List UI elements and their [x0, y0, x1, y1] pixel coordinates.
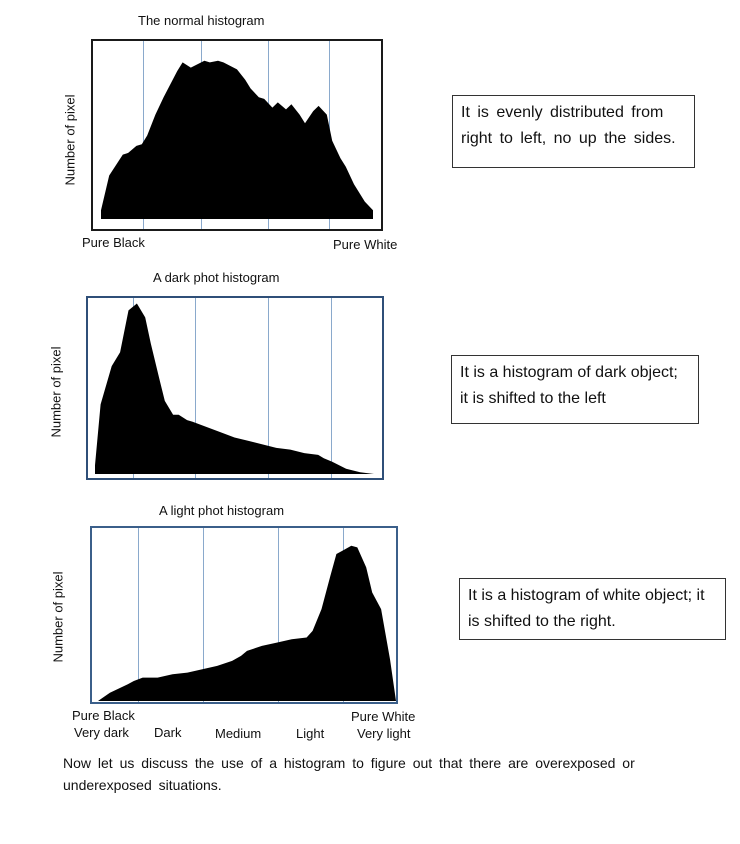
- chart3-x-label-dark: Dark: [154, 725, 182, 740]
- histogram-area: [95, 303, 374, 474]
- chart3-gridline: [138, 528, 139, 702]
- chart3-histogram: [98, 545, 396, 701]
- chart3-gridline: [278, 528, 279, 702]
- chart3-plot-area: [90, 526, 398, 704]
- chart3-title: A light phot histogram: [159, 503, 285, 518]
- body-paragraph: Now let us discuss the use of a histogra…: [63, 755, 635, 793]
- chart2-plot-area: [86, 296, 384, 480]
- chart3-pure-black-label: Pure Black: [72, 708, 135, 723]
- chart3-x-label-light: Light: [296, 726, 325, 741]
- chart1-gridline: [143, 41, 144, 229]
- chart1-title: The normal histogram: [138, 13, 265, 28]
- chart2-gridline: [195, 298, 196, 478]
- chart2-gridline: [331, 298, 332, 478]
- chart1-plot-area: [91, 39, 383, 231]
- chart2-histogram: [95, 303, 374, 474]
- chart2-note: It is a histogram of dark object; it is …: [451, 355, 699, 424]
- histogram-area: [98, 545, 396, 701]
- chart3-x-label-very-light: Very light: [357, 726, 411, 741]
- chart1-note: It is evenly distributed from right to l…: [452, 95, 695, 168]
- chart3-x-label-medium: Medium: [215, 726, 262, 741]
- chart2-y-axis-label: Number of pixel: [48, 346, 64, 438]
- chart3-y-axis-label: Number of pixel: [50, 571, 66, 663]
- chart1-pure-black-label: Pure Black: [82, 235, 145, 250]
- chart1-histogram: [101, 60, 373, 220]
- chart1-pure-white-label: Pure White: [333, 237, 398, 252]
- chart3-gridline: [203, 528, 204, 702]
- chart3-x-label-very-dark: Very dark: [74, 725, 129, 740]
- chart2-title: A dark phot histogram: [153, 270, 280, 285]
- chart3-note: It is a histogram of white object; it is…: [459, 578, 726, 640]
- chart1-y-axis-label: Number of pixel: [62, 94, 78, 186]
- histogram-area: [101, 60, 373, 220]
- chart2-gridline: [268, 298, 269, 478]
- chart3-pure-white-label: Pure White: [351, 709, 416, 724]
